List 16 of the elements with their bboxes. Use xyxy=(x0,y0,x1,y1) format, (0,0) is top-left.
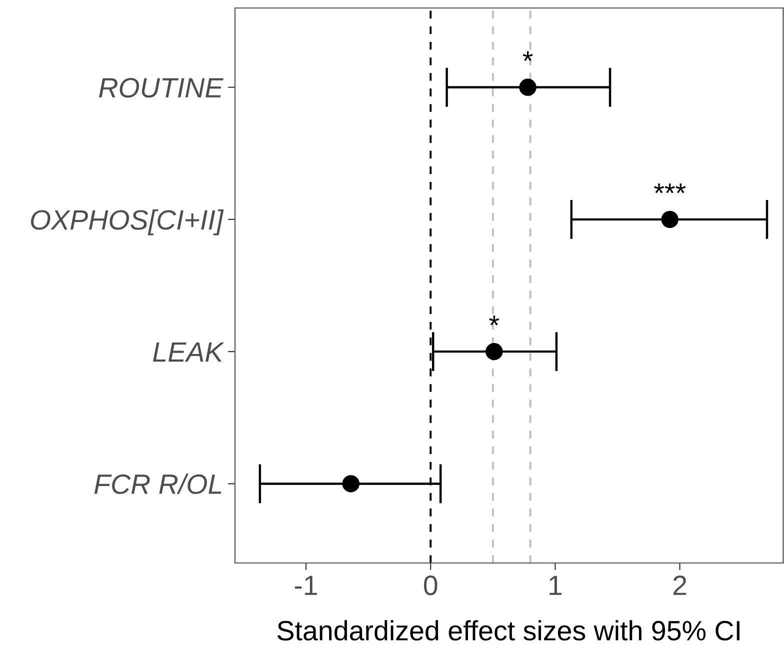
point xyxy=(342,475,360,492)
point xyxy=(486,342,503,360)
annotation: * xyxy=(489,316,500,326)
x-tick-label: -1 xyxy=(294,576,318,595)
x-tick-label: 1 xyxy=(550,576,562,595)
x-axis-title: Standardized effect sizes with 95% CI xyxy=(277,620,740,641)
annotation: *** xyxy=(654,183,686,194)
x-tick-label: 2 xyxy=(673,576,686,595)
point xyxy=(519,78,536,96)
y-tick-label: OXPHOS[CI+II] xyxy=(30,209,224,236)
y-tick-label: ROUTINE xyxy=(99,78,224,98)
y-tick-label: FCR R/OL xyxy=(94,474,222,494)
point xyxy=(661,210,678,228)
y-tick-label: LEAK xyxy=(153,342,224,362)
annotation: * xyxy=(522,51,533,62)
x-tick-label: 0 xyxy=(424,576,438,596)
